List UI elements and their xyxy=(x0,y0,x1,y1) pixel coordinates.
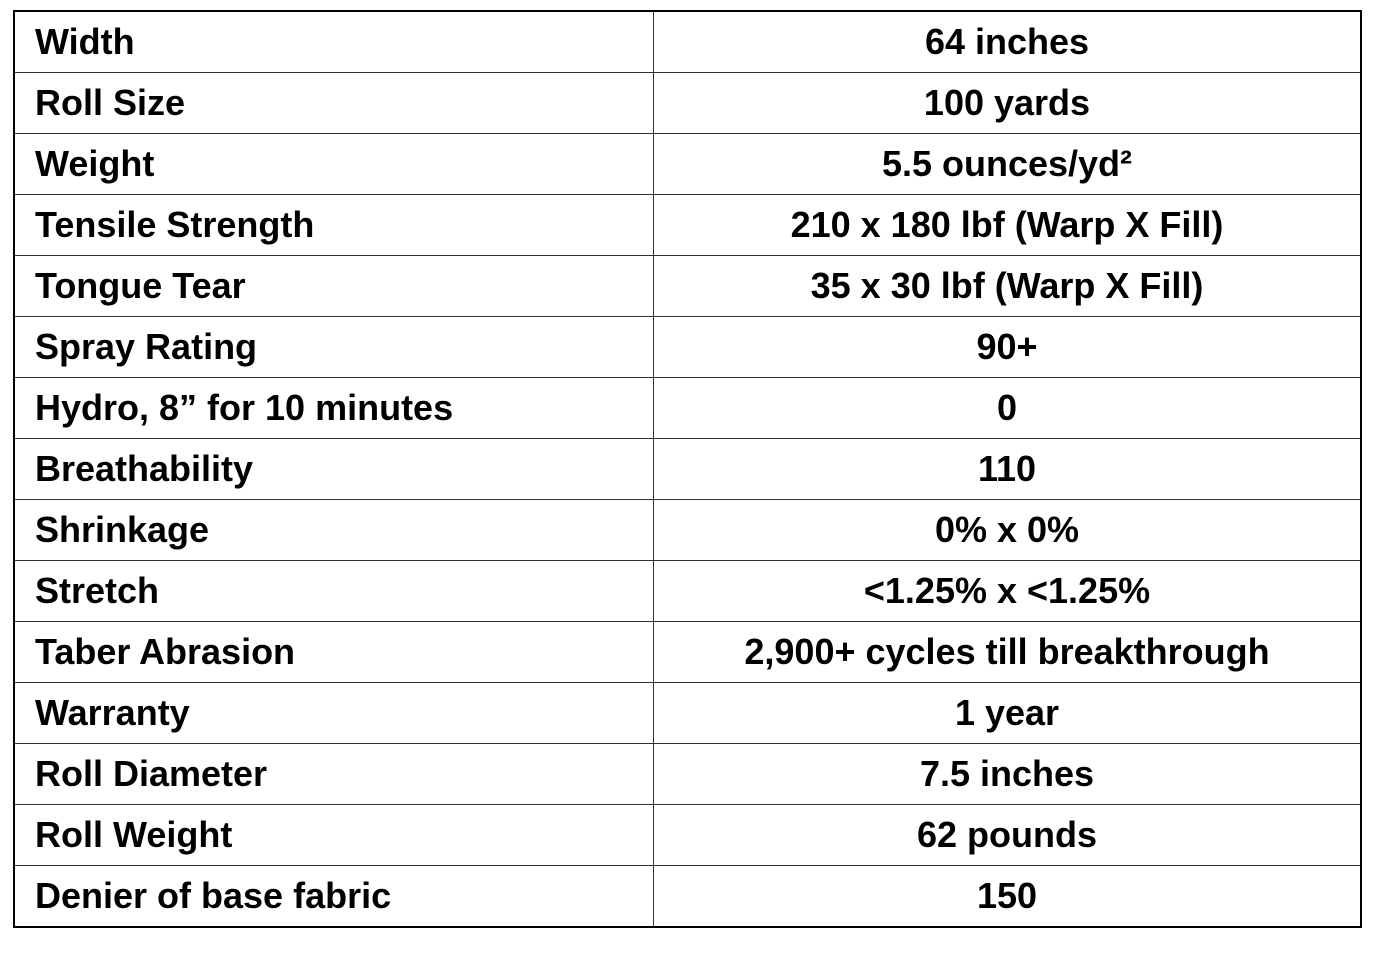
value-cell: 150 xyxy=(653,865,1362,928)
table-row: Weight 5.5 ounces/yd² xyxy=(13,133,1362,195)
property-cell: Shrinkage xyxy=(13,499,654,561)
property-cell: Roll Size xyxy=(13,72,654,134)
value-cell: 35 x 30 lbf (Warp X Fill) xyxy=(653,255,1362,317)
value-cell: 2,900+ cycles till breakthrough xyxy=(653,621,1362,683)
property-cell: Roll Diameter xyxy=(13,743,654,805)
value-cell: 0 xyxy=(653,377,1362,439)
table-row: Hydro, 8” for 10 minutes 0 xyxy=(13,377,1362,439)
property-cell: Spray Rating xyxy=(13,316,654,378)
property-cell: Tongue Tear xyxy=(13,255,654,317)
property-cell: Breathability xyxy=(13,438,654,500)
table-row: Warranty 1 year xyxy=(13,682,1362,744)
table-row: Roll Diameter 7.5 inches xyxy=(13,743,1362,805)
value-cell: 5.5 ounces/yd² xyxy=(653,133,1362,195)
property-cell: Taber Abrasion xyxy=(13,621,654,683)
table-row: Width 64 inches xyxy=(13,10,1362,73)
property-cell: Weight xyxy=(13,133,654,195)
spec-table: Width 64 inches Roll Size 100 yards Weight 5.… xyxy=(13,10,1362,928)
table-row: Roll Size 100 yards xyxy=(13,72,1362,134)
table-row: Taber Abrasion 2,900+ cycles till breakth… xyxy=(13,621,1362,683)
property-cell: Tensile Strength xyxy=(13,194,654,256)
property-cell: Hydro, 8” for 10 minutes xyxy=(13,377,654,439)
value-cell: 90+ xyxy=(653,316,1362,378)
property-cell: Stretch xyxy=(13,560,654,622)
value-cell: 100 yards xyxy=(653,72,1362,134)
property-cell: Warranty xyxy=(13,682,654,744)
value-cell: 0% x 0% xyxy=(653,499,1362,561)
property-cell: Width xyxy=(13,10,654,73)
property-cell: Denier of base fabric xyxy=(13,865,654,928)
table-body: Width 64 inches Roll Size 100 yards Weight 5.… xyxy=(13,10,1362,928)
value-cell: 7.5 inches xyxy=(653,743,1362,805)
value-cell: <1.25% x <1.25% xyxy=(653,560,1362,622)
value-cell: 1 year xyxy=(653,682,1362,744)
table-row: Stretch <1.25% x <1.25% xyxy=(13,560,1362,622)
value-cell: 110 xyxy=(653,438,1362,500)
table-row: Roll Weight 62 pounds xyxy=(13,804,1362,866)
table-row: Tensile Strength 210 x 180 lbf (Warp X Fi… xyxy=(13,194,1362,256)
table-row: Breathability 110 xyxy=(13,438,1362,500)
table-row: Shrinkage 0% x 0% xyxy=(13,499,1362,561)
value-cell: 64 inches xyxy=(653,10,1362,73)
property-cell: Roll Weight xyxy=(13,804,654,866)
table-row: Spray Rating 90+ xyxy=(13,316,1362,378)
value-cell: 62 pounds xyxy=(653,804,1362,866)
table-row: Denier of base fabric 150 xyxy=(13,865,1362,928)
table-row: Tongue Tear 35 x 30 lbf (Warp X Fill) xyxy=(13,255,1362,317)
value-cell: 210 x 180 lbf (Warp X Fill) xyxy=(653,194,1362,256)
